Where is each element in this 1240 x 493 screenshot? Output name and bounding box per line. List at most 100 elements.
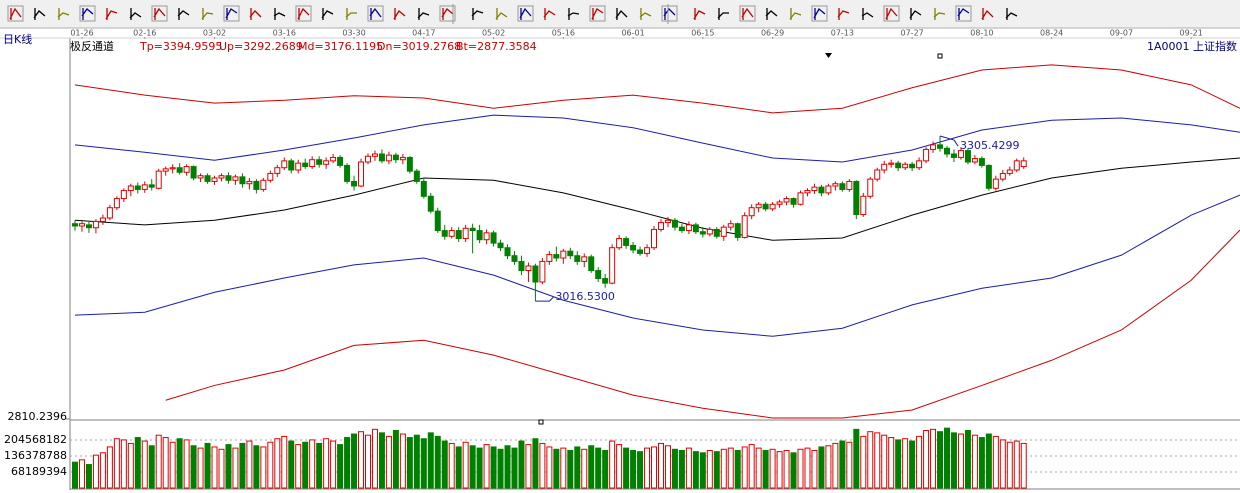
toolbar-icon[interactable] (836, 6, 851, 21)
volume-bar (302, 441, 309, 489)
volume-bar (260, 446, 267, 489)
candle-body (337, 156, 344, 166)
volume-bar (92, 454, 99, 489)
marker (937, 53, 943, 59)
toolbar-icon[interactable] (566, 6, 581, 21)
toolbar-icon[interactable] (860, 6, 875, 21)
toolbar-icon[interactable] (739, 5, 756, 22)
candle-body (637, 249, 644, 254)
icon-frame (151, 5, 168, 22)
toolbar-icon[interactable] (200, 6, 215, 21)
toolbar-icon[interactable] (248, 6, 263, 21)
toolbar-icon[interactable] (980, 6, 995, 21)
volume-bar (337, 444, 344, 489)
candle-body (811, 186, 818, 192)
toolbar-icon[interactable] (344, 6, 359, 21)
volume-bar (860, 435, 867, 489)
toolbar-icon[interactable] (692, 6, 707, 21)
toolbar-icon[interactable] (128, 6, 143, 21)
candle-body (999, 172, 1006, 180)
volume-bar (950, 432, 957, 489)
volume-bar (413, 434, 420, 489)
candle-body (183, 166, 190, 173)
volume-bar (804, 447, 811, 489)
volume-bar (706, 449, 713, 489)
icon-glyph (201, 8, 214, 20)
toolbar-icon[interactable] (764, 6, 779, 21)
volume-bar (190, 445, 197, 489)
volume-bar (483, 444, 490, 489)
toolbar-icon[interactable] (883, 5, 900, 22)
toolbar-icon[interactable] (932, 6, 947, 21)
toolbar-icon[interactable] (392, 6, 407, 21)
volume-bar (595, 447, 602, 489)
icon-frame (955, 5, 972, 22)
toolbar-icon[interactable] (223, 5, 240, 22)
candle-body (992, 178, 999, 189)
toolbar-icon[interactable] (788, 6, 803, 21)
toolbar-icon[interactable] (7, 5, 24, 22)
volume-bar (609, 440, 616, 489)
toolbar-icon[interactable] (320, 6, 335, 21)
candle-body (218, 175, 225, 179)
toolbar-icon[interactable] (614, 6, 629, 21)
toolbar-icon[interactable] (470, 6, 485, 21)
candle-body (741, 215, 748, 238)
candle-body (113, 198, 120, 209)
volume-bar (351, 433, 358, 489)
candle-body (406, 156, 413, 172)
toolbar-icon[interactable] (79, 5, 96, 22)
icon-frame (517, 5, 534, 22)
toolbar-icon[interactable] (1004, 6, 1019, 21)
candle-body (274, 167, 281, 174)
volume-bar (902, 438, 909, 489)
volume-bar (762, 449, 769, 489)
price-pane (72, 64, 1240, 419)
volume-bar (916, 435, 923, 489)
candle-body (664, 219, 671, 224)
toolbar-icon[interactable] (439, 5, 456, 22)
candle-body (797, 192, 804, 205)
toolbar-icon[interactable] (661, 5, 678, 22)
toolbar-icon[interactable] (367, 5, 384, 22)
toolbar-icon[interactable] (32, 6, 47, 21)
toolbar-icon[interactable] (56, 6, 71, 21)
candle-body (490, 232, 497, 244)
volume-bar (553, 448, 560, 489)
toolbar-icon[interactable] (908, 6, 923, 21)
icon-glyph (885, 7, 898, 20)
y-tick-label: 136378788 (4, 449, 67, 462)
candle-body (560, 250, 567, 259)
toolbar-icon[interactable] (589, 5, 606, 22)
toolbar-icon[interactable] (416, 6, 431, 21)
toolbar-icon[interactable] (638, 6, 653, 21)
toolbar-icon[interactable] (151, 5, 168, 22)
volume-bar (1020, 442, 1027, 489)
candle-body (225, 175, 232, 181)
toolbar-icon[interactable] (295, 5, 312, 22)
volume-bar (253, 445, 260, 489)
x-tick-label: 09-07 (1110, 29, 1133, 38)
candle-body (609, 247, 616, 284)
toolbar-icon[interactable] (716, 6, 731, 21)
candle-body (616, 238, 623, 249)
toolbar-icon[interactable] (955, 5, 972, 22)
icon-glyph (813, 7, 826, 20)
volume-bar (281, 435, 288, 489)
toolbar-icon[interactable] (494, 6, 509, 21)
toolbar-icon[interactable] (104, 6, 119, 21)
volume-bar (713, 451, 720, 489)
volume-bar (532, 438, 539, 489)
toolbar-icon[interactable] (542, 6, 557, 21)
toolbar-icon[interactable] (272, 6, 287, 21)
volume-bar (741, 446, 748, 489)
toolbar-icon[interactable] (176, 6, 191, 21)
candle-body (888, 162, 895, 165)
toolbar-icon[interactable] (517, 5, 534, 22)
candle-body (92, 220, 99, 229)
candle-body (825, 185, 832, 194)
toolbar-icon[interactable] (811, 5, 828, 22)
volume-bar (504, 445, 511, 489)
x-tick-label: 07-13 (831, 29, 854, 38)
volume-bar (825, 445, 832, 489)
